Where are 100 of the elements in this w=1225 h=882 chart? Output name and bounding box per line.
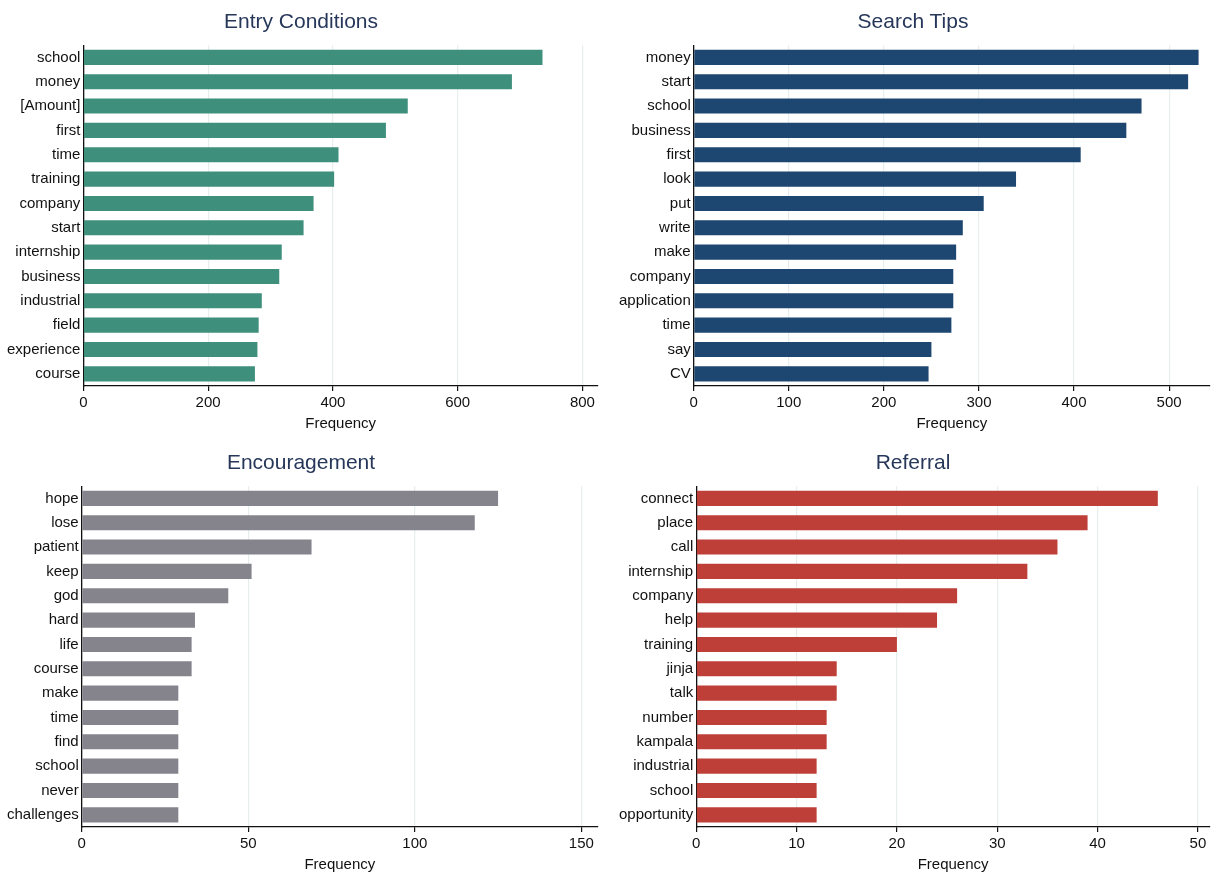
y-tick-label: god	[53, 585, 79, 603]
bar	[696, 636, 897, 652]
bar	[696, 758, 817, 774]
y-tick-label: time	[50, 707, 79, 725]
bar	[696, 782, 817, 799]
y-tick-label: lose	[51, 512, 79, 530]
y-tick-label: training	[31, 169, 81, 187]
bar	[694, 341, 932, 358]
bar	[82, 563, 252, 579]
y-tick-label: connect	[640, 488, 695, 506]
bar	[82, 515, 475, 531]
x-tick-label: 500	[1156, 393, 1182, 411]
x-tick-label: 150	[568, 834, 594, 852]
bar	[696, 612, 938, 628]
bar	[82, 588, 229, 604]
x-tick-label: 20	[888, 834, 906, 852]
y-tick-label: company	[19, 193, 81, 211]
y-tick-label: life	[59, 634, 79, 652]
bar	[83, 195, 314, 211]
y-tick-label: time	[52, 144, 81, 162]
bar	[83, 293, 262, 309]
bar	[83, 268, 280, 284]
y-tick-label: course	[33, 658, 79, 676]
x-tick-label: 0	[77, 834, 86, 852]
bar	[83, 244, 282, 260]
y-tick-label: hard	[48, 610, 79, 628]
bar	[82, 490, 499, 506]
y-tick-label: school	[647, 96, 691, 114]
x-tick-label: 0	[692, 834, 701, 852]
x-axis-title: Frequency	[916, 414, 988, 432]
y-tick-label: write	[658, 217, 691, 235]
x-tick-label: 600	[445, 393, 471, 411]
y-tick-label: school	[649, 780, 694, 798]
y-tick-label: opportunity	[619, 804, 694, 822]
y-tick-label: kampala	[636, 731, 694, 749]
bar	[82, 685, 179, 701]
bar	[83, 317, 259, 333]
x-tick-label: 200	[195, 393, 221, 411]
bar	[696, 685, 837, 701]
y-tick-label: challenges	[7, 804, 79, 822]
y-tick-label: field	[52, 315, 81, 333]
bar	[82, 636, 192, 652]
x-axis-title: Frequency	[304, 855, 376, 873]
y-tick-label: training	[644, 634, 694, 652]
bar	[83, 341, 258, 358]
y-tick-label: internship	[628, 561, 694, 579]
y-tick-label: time	[662, 315, 691, 333]
bar	[696, 515, 1088, 531]
y-tick-label: keep	[46, 561, 79, 579]
bar	[694, 195, 984, 211]
y-tick-label: internship	[15, 242, 81, 260]
chart-title: Search Tips	[857, 9, 969, 33]
bar	[694, 220, 963, 236]
y-tick-label: make	[42, 683, 79, 701]
x-tick-label: 200	[871, 393, 897, 411]
bar	[694, 122, 1127, 138]
y-tick-label: money	[645, 47, 692, 65]
bar	[83, 220, 304, 236]
bar	[82, 758, 179, 774]
y-tick-label: look	[663, 169, 692, 187]
bar	[694, 268, 954, 284]
bar	[82, 807, 179, 823]
bar	[82, 539, 312, 555]
y-tick-label: find	[54, 731, 79, 749]
x-tick-label: 50	[1189, 834, 1207, 852]
y-tick-label: call	[670, 537, 694, 555]
y-tick-label: business	[21, 266, 81, 284]
bar	[694, 49, 1199, 65]
y-tick-label: say	[667, 339, 692, 357]
y-tick-label: business	[631, 120, 691, 138]
bar	[694, 171, 1017, 187]
bar	[82, 612, 195, 628]
y-tick-label: help	[664, 610, 694, 628]
bar	[696, 734, 827, 750]
bar	[694, 147, 1081, 163]
y-tick-label: [Amount]	[20, 96, 81, 114]
x-tick-label: 300	[966, 393, 992, 411]
y-tick-label: school	[35, 756, 79, 774]
y-tick-label: experience	[6, 339, 81, 357]
y-tick-label: number	[642, 707, 694, 725]
y-tick-label: application	[619, 290, 691, 308]
x-tick-label: 30	[988, 834, 1006, 852]
bar	[82, 709, 179, 725]
x-tick-label: 100	[776, 393, 802, 411]
y-tick-label: first	[666, 144, 692, 162]
bar	[696, 563, 1028, 579]
x-tick-label: 400	[1061, 393, 1087, 411]
y-tick-label: industrial	[20, 290, 81, 308]
y-tick-label: course	[35, 363, 81, 381]
bar	[82, 782, 179, 799]
bar	[696, 709, 827, 725]
bar	[696, 807, 817, 823]
y-tick-label: school	[37, 47, 81, 65]
chart-title: Encouragement	[226, 450, 376, 474]
x-tick-label: 50	[239, 834, 257, 852]
bar	[696, 661, 837, 677]
y-tick-label: hope	[45, 488, 79, 506]
bar	[694, 74, 1189, 90]
bar	[694, 366, 929, 382]
x-tick-label: 40	[1089, 834, 1106, 852]
